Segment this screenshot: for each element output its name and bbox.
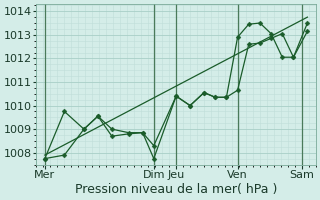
X-axis label: Pression niveau de la mer( hPa ): Pression niveau de la mer( hPa )	[75, 183, 277, 196]
